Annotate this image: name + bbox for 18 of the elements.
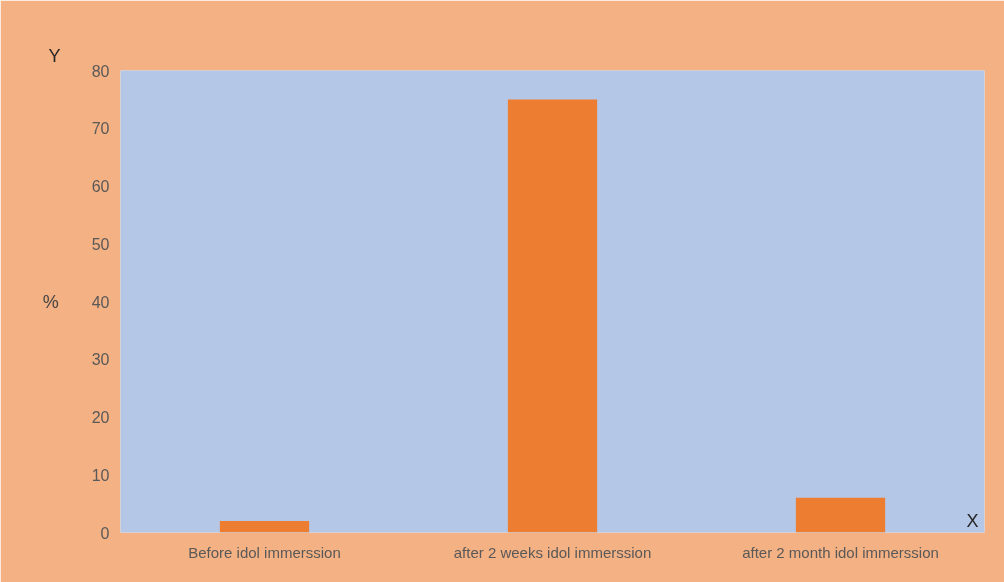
y-tick-label: 50	[91, 235, 110, 253]
bar	[219, 520, 310, 533]
x-tick-label: after 2 weeks idol immerssion	[453, 543, 652, 561]
x-axis-title: X	[966, 510, 979, 531]
y-tick-label: 40	[91, 293, 110, 311]
text: Y	[48, 45, 61, 66]
y-tick-label: 20	[91, 409, 110, 426]
y-tick-label: 70	[91, 120, 110, 138]
y-tick-label: 0	[100, 524, 110, 542]
y-tick-label: 60	[91, 178, 110, 195]
y-axis-title: %	[42, 291, 59, 312]
y-tick-label: 30	[91, 351, 110, 369]
y-tick-label: 10	[91, 466, 110, 484]
x-tick-label: after 2 month idol immerssion	[742, 543, 939, 561]
bar	[507, 99, 598, 533]
y-tick-label: 80	[91, 62, 110, 80]
bar	[795, 497, 886, 533]
x-tick-label: Before idol immerssion	[188, 543, 341, 561]
